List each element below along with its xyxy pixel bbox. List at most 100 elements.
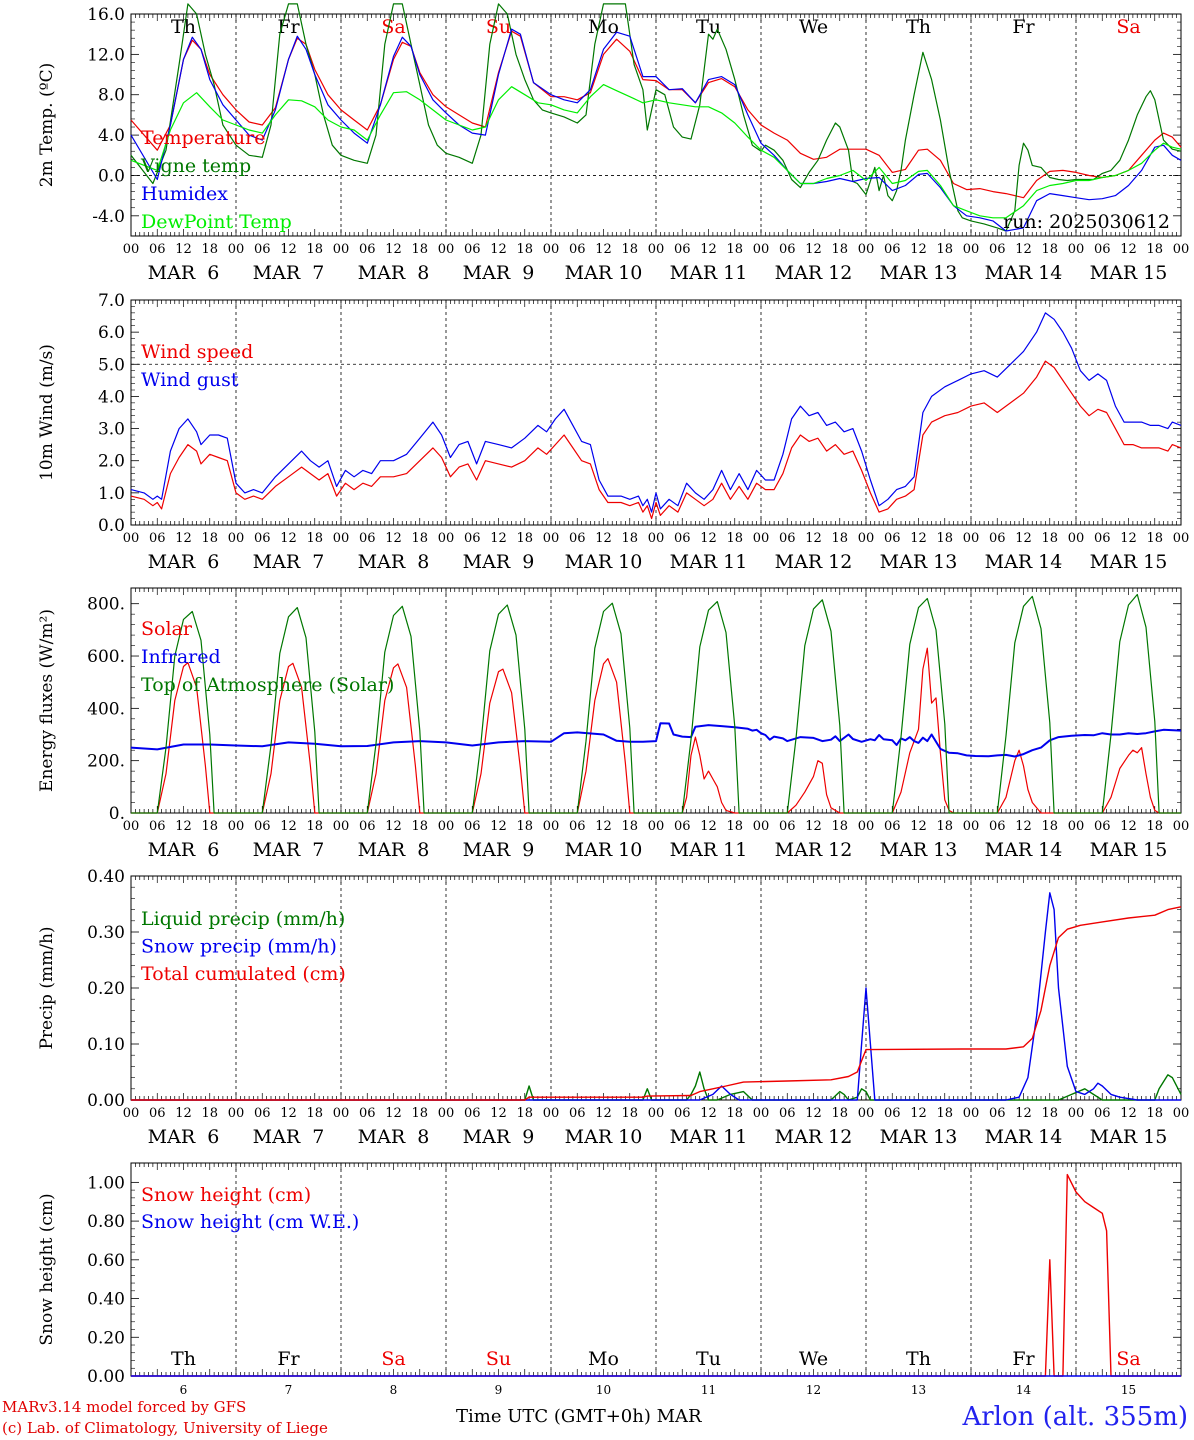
y-tick-label: 7.0 bbox=[98, 291, 125, 311]
hour-tick-label: 18 bbox=[516, 819, 533, 834]
hour-tick-label: 18 bbox=[831, 531, 848, 546]
day-number: 6 bbox=[180, 1383, 188, 1397]
y-tick-label: 0.80 bbox=[87, 1212, 125, 1232]
hour-tick-label: 18 bbox=[201, 242, 218, 257]
day-name: Su bbox=[486, 16, 511, 38]
legend-entry: Snow height (cm W.E.) bbox=[141, 1211, 359, 1233]
y-tick-label: 800. bbox=[87, 595, 125, 615]
hour-tick-label: 06 bbox=[569, 819, 586, 834]
hour-tick-label: 00 bbox=[333, 531, 350, 546]
hour-tick-label: 18 bbox=[1041, 242, 1058, 257]
hour-tick-label: 18 bbox=[936, 1106, 953, 1121]
hour-tick-label: 00 bbox=[228, 819, 245, 834]
hour-tick-label: 06 bbox=[884, 819, 901, 834]
hour-tick-label: 06 bbox=[989, 819, 1006, 834]
hour-tick-label: 00 bbox=[753, 242, 770, 257]
y-axis-title: 10m Wind (m/s) bbox=[37, 344, 57, 481]
y-axis-title: 2m Temp. (ºC) bbox=[37, 63, 57, 188]
panel-wind: 0.0 1.0 2.0 3.0 4.0 5.0 6.0 7.0 10m Wind (m/s) 00… bbox=[37, 291, 1189, 573]
date-label: MAR 9 bbox=[463, 1126, 535, 1148]
y-tick-label: 0. bbox=[109, 804, 125, 824]
hour-tick-label: 12 bbox=[175, 1106, 192, 1121]
hour-tick-label: 00 bbox=[1068, 531, 1085, 546]
series-line-precip-2 bbox=[131, 906, 1182, 1101]
hour-tick-label: 06 bbox=[779, 242, 796, 257]
hour-tick-label: 00 bbox=[963, 531, 980, 546]
plot-frame bbox=[130, 299, 1182, 526]
hour-tick-label: 12 bbox=[700, 531, 717, 546]
y-tick-label: 0.20 bbox=[87, 1328, 125, 1348]
hour-tick-label: 12 bbox=[385, 531, 402, 546]
hour-tick-label: 06 bbox=[464, 819, 481, 834]
day-number: 15 bbox=[1121, 1383, 1136, 1397]
series-line-snow-0 bbox=[131, 1173, 1181, 1377]
hour-tick-label: 12 bbox=[595, 819, 612, 834]
y-tick-label: 3.0 bbox=[98, 420, 125, 440]
hour-tick-label: 06 bbox=[149, 819, 166, 834]
y-tick-label: 12.0 bbox=[87, 45, 125, 65]
hour-tick-label: 18 bbox=[936, 819, 953, 834]
hour-tick-label: 00 bbox=[543, 242, 560, 257]
hour-tick-label: 12 bbox=[1120, 242, 1137, 257]
y-tick-label: 0.20 bbox=[87, 979, 125, 999]
date-label: MAR 14 bbox=[985, 551, 1063, 573]
date-label: MAR 11 bbox=[670, 839, 748, 861]
hour-tick-label: 06 bbox=[884, 531, 901, 546]
legend-entry: Total cumulated (cm) bbox=[141, 963, 346, 985]
date-label: MAR 10 bbox=[565, 262, 643, 284]
hour-tick-label: 00 bbox=[1068, 1106, 1085, 1121]
day-name: Tu bbox=[696, 1348, 721, 1370]
date-label: MAR 15 bbox=[1090, 839, 1168, 861]
y-tick-label: 0.30 bbox=[87, 923, 125, 943]
day-name: Tu bbox=[696, 16, 721, 38]
day-number: 14 bbox=[1016, 1383, 1032, 1397]
day-name: Fr bbox=[277, 16, 300, 38]
hour-tick-label: 12 bbox=[805, 531, 822, 546]
hour-tick-label: 18 bbox=[1146, 1106, 1163, 1121]
hour-tick-label: 12 bbox=[805, 242, 822, 257]
hour-tick-label: 06 bbox=[779, 531, 796, 546]
date-label: MAR 14 bbox=[985, 262, 1063, 284]
hour-tick-label: 00 bbox=[438, 531, 455, 546]
date-label: MAR 6 bbox=[148, 262, 220, 284]
hour-tick-label: 12 bbox=[595, 1106, 612, 1121]
hour-tick-label: 06 bbox=[1094, 1106, 1111, 1121]
day-name: Sa bbox=[1116, 1348, 1140, 1370]
hour-tick-label: 00 bbox=[543, 819, 560, 834]
hour-tick-label: 06 bbox=[674, 819, 691, 834]
date-label: MAR 12 bbox=[775, 1126, 853, 1148]
hour-tick-label: 12 bbox=[385, 242, 402, 257]
y-tick-label: 0.00 bbox=[87, 1367, 125, 1387]
hour-tick-label: 18 bbox=[306, 819, 323, 834]
panel-temperature: -4.0 0.0 4.0 8.0 12.0 16.0 2m Temp. (ºC) 00 06 12… bbox=[37, 3, 1189, 284]
hour-tick-label: 00 bbox=[1173, 819, 1190, 834]
hour-tick-label: 18 bbox=[1146, 531, 1163, 546]
y-axis-title: Energy fluxes (W/m²) bbox=[37, 609, 57, 792]
day-number: 7 bbox=[285, 1383, 293, 1397]
hour-tick-label: 12 bbox=[1120, 819, 1137, 834]
date-label: MAR 6 bbox=[148, 839, 220, 861]
hour-tick-label: 18 bbox=[201, 819, 218, 834]
day-name: Mo bbox=[588, 1348, 619, 1370]
hour-tick-label: 12 bbox=[280, 1106, 297, 1121]
hour-tick-label: 06 bbox=[674, 242, 691, 257]
date-label: MAR 6 bbox=[148, 551, 220, 573]
hour-tick-label: 00 bbox=[858, 242, 875, 257]
legend-entry: Infrared bbox=[141, 646, 221, 668]
hour-tick-label: 18 bbox=[726, 819, 743, 834]
hour-tick-label: 06 bbox=[884, 1106, 901, 1121]
series-line-wind-0 bbox=[130, 360, 1182, 520]
date-label: MAR 11 bbox=[670, 551, 748, 573]
hour-tick-label: 18 bbox=[621, 1106, 638, 1121]
credit-lab: (c) Lab. of Climatology, University of L… bbox=[2, 1419, 328, 1437]
hour-tick-label: 00 bbox=[228, 531, 245, 546]
hour-tick-label: 18 bbox=[726, 531, 743, 546]
y-tick-label: 0.10 bbox=[87, 1035, 125, 1055]
legend-entry: Snow precip (mm/h) bbox=[141, 936, 337, 958]
hour-tick-label: 12 bbox=[385, 819, 402, 834]
hour-tick-label: 06 bbox=[149, 1106, 166, 1121]
y-tick-label: 6.0 bbox=[98, 323, 125, 343]
hour-tick-label: 12 bbox=[700, 242, 717, 257]
day-name: We bbox=[799, 16, 828, 38]
hour-tick-label: 06 bbox=[989, 1106, 1006, 1121]
